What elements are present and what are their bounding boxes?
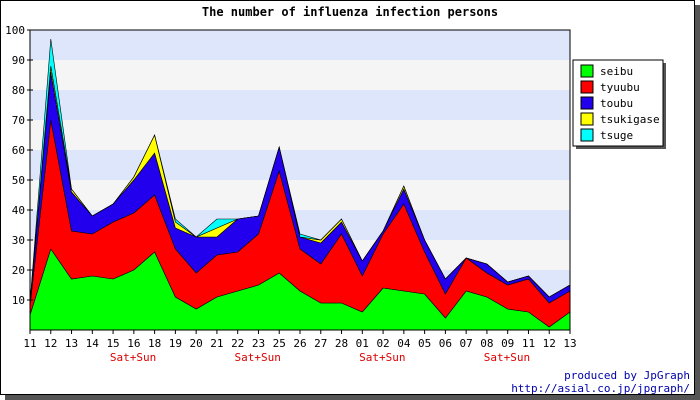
x-tick-label-20: 06: [439, 337, 452, 350]
x-tick-label-6: 18: [148, 337, 161, 350]
y-tick-label-30: 30: [12, 234, 25, 247]
x-tick-label-10: 22: [231, 337, 244, 350]
y-tick-label-90: 90: [12, 54, 25, 67]
x-tick-label-23: 09: [501, 337, 514, 350]
x-tick-label-2: 13: [65, 337, 78, 350]
credit-link[interactable]: http://asial.co.jp/jpgraph/: [511, 382, 690, 395]
x-tick-label-8: 20: [190, 337, 203, 350]
y-tick-label-70: 70: [12, 114, 25, 127]
x-tick-label-26: 13: [563, 337, 576, 350]
x-tick-label-13: 26: [293, 337, 306, 350]
x-tick-label-9: 21: [210, 337, 223, 350]
x-tick-label-25: 12: [543, 337, 556, 350]
x-tick-label-22: 08: [480, 337, 493, 350]
x-tick-label-18: 04: [397, 337, 411, 350]
legend-label-tsuge: tsuge: [600, 129, 633, 142]
x-tick-label-15: 28: [335, 337, 348, 350]
x-tick-label-24: 11: [522, 337, 535, 350]
y-axis: 10 20 30 40 50 60 70 80 90 100: [5, 24, 33, 330]
chart-title: The number of influenza infection person…: [202, 5, 498, 19]
x-tick-label-14: 27: [314, 337, 327, 350]
x-tick-label-0: 11: [23, 337, 36, 350]
x-tick-label-3: 14: [86, 337, 100, 350]
legend-swatch-tsukigase: [580, 112, 594, 126]
weekend-label-0: Sat+Sun: [110, 351, 156, 364]
x-tick-label-19: 05: [418, 337, 431, 350]
y-tick-label-60: 60: [12, 144, 25, 157]
x-tick-label-5: 16: [127, 337, 140, 350]
x-tick-label-16: 01: [356, 337, 369, 350]
band-70: [30, 90, 570, 120]
x-tick-label-1: 12: [44, 337, 57, 350]
legend-label-seibu: seibu: [600, 65, 633, 78]
weekend-label-2: Sat+Sun: [359, 351, 405, 364]
weekend-label-3: Sat+Sun: [484, 351, 530, 364]
legend-swatch-toubu: [580, 96, 594, 110]
x-tick-label-7: 19: [169, 337, 182, 350]
band-60: [30, 120, 570, 150]
x-tick-label-12: 25: [273, 337, 286, 350]
band-50: [30, 150, 570, 180]
y-tick-label-80: 80: [12, 84, 25, 97]
legend-label-toubu: toubu: [600, 97, 633, 110]
x-tick-label-4: 15: [106, 337, 119, 350]
y-tick-label-50: 50: [12, 174, 25, 187]
legend-label-tyuubu: tyuubu: [600, 81, 640, 94]
legend-label-tsukigase: tsukigase: [600, 113, 660, 126]
x-tick-label-11: 23: [252, 337, 265, 350]
y-tick-label-40: 40: [12, 204, 25, 217]
credit-line-1: produced by JpGraph: [564, 369, 690, 382]
legend-swatch-seibu: [580, 64, 594, 78]
x-axis: 11 12 13 14 15 16 18 19 20 21 22 23 25 26 27 28 01 02 04 05…: [23, 329, 577, 364]
x-tick-label-21: 07: [460, 337, 473, 350]
band-90: [30, 30, 570, 60]
legend-swatch-tsuge: [580, 128, 594, 142]
legend-swatch-tyuubu: [580, 80, 594, 94]
band-80: [30, 60, 570, 90]
weekend-label-1: Sat+Sun: [235, 351, 281, 364]
x-tick-label-17: 02: [376, 337, 389, 350]
y-tick-label-20: 20: [12, 264, 25, 277]
y-tick-label-100: 100: [5, 24, 25, 37]
legend: seibu tyuubu toubu tsukigase tsuge: [572, 59, 666, 149]
y-tick-label-10: 10: [12, 294, 25, 307]
